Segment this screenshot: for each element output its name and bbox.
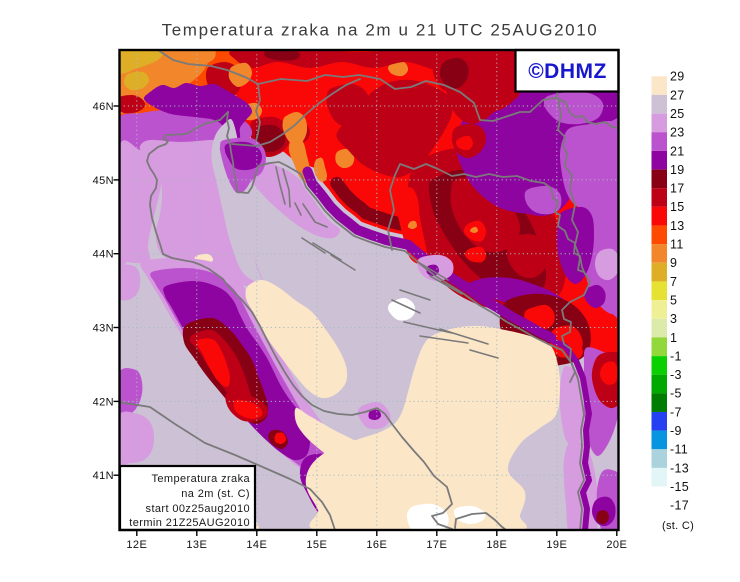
svg-text:-3: -3 <box>670 368 682 382</box>
svg-text:20E: 20E <box>606 539 627 551</box>
svg-text:©DHMZ: ©DHMZ <box>528 60 607 83</box>
svg-text:41N: 41N <box>93 470 114 482</box>
svg-text:19E: 19E <box>546 539 567 551</box>
svg-text:21: 21 <box>670 144 685 158</box>
svg-text:45N: 45N <box>93 175 114 187</box>
svg-text:-7: -7 <box>670 405 682 419</box>
svg-text:3: 3 <box>670 312 677 326</box>
svg-text:na 2m (st. C): na 2m (st. C) <box>181 488 250 500</box>
svg-text:14E: 14E <box>246 539 267 551</box>
svg-text:9: 9 <box>670 256 677 270</box>
svg-text:Temperatura zraka na 2m u 21 U: Temperatura zraka na 2m u 21 UTC 25AUG20… <box>162 21 599 40</box>
svg-text:25: 25 <box>670 107 685 121</box>
svg-text:15E: 15E <box>306 539 327 551</box>
svg-text:18E: 18E <box>486 539 507 551</box>
svg-text:12E: 12E <box>126 539 147 551</box>
svg-text:-15: -15 <box>670 480 689 494</box>
svg-text:start 00z25aug2010: start 00z25aug2010 <box>146 503 250 515</box>
svg-text:15: 15 <box>670 200 685 214</box>
svg-text:23: 23 <box>670 126 685 140</box>
svg-text:29: 29 <box>670 70 685 84</box>
svg-text:(st. C): (st. C) <box>662 520 694 532</box>
svg-text:5: 5 <box>670 294 677 308</box>
svg-text:11: 11 <box>670 238 684 252</box>
svg-text:43N: 43N <box>93 323 114 335</box>
svg-text:16E: 16E <box>366 539 387 551</box>
svg-text:-13: -13 <box>670 461 689 475</box>
svg-text:46N: 46N <box>93 101 114 113</box>
svg-text:27: 27 <box>670 88 685 102</box>
svg-text:13: 13 <box>670 219 685 233</box>
svg-text:19: 19 <box>670 163 685 177</box>
svg-text:-9: -9 <box>670 424 682 438</box>
svg-text:-11: -11 <box>670 443 688 457</box>
svg-text:7: 7 <box>670 275 677 289</box>
svg-text:1: 1 <box>670 331 677 345</box>
svg-text:-1: -1 <box>670 349 682 363</box>
svg-text:42N: 42N <box>93 396 114 408</box>
svg-text:44N: 44N <box>93 249 114 261</box>
svg-text:termin 21Z25AUG2010: termin 21Z25AUG2010 <box>129 517 250 529</box>
svg-text:-17: -17 <box>670 499 689 513</box>
svg-text:Temperatura zraka: Temperatura zraka <box>151 473 250 485</box>
svg-text:17E: 17E <box>426 539 447 551</box>
svg-text:13E: 13E <box>186 539 207 551</box>
svg-text:-5: -5 <box>670 387 682 401</box>
svg-text:17: 17 <box>670 182 685 196</box>
